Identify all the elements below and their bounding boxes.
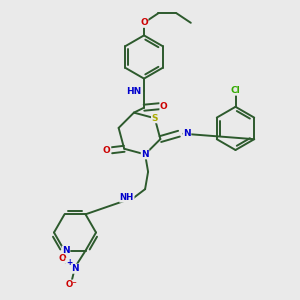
- Text: O: O: [58, 254, 66, 263]
- Text: +: +: [66, 258, 72, 267]
- Text: Cl: Cl: [231, 86, 240, 95]
- Text: S: S: [152, 114, 158, 123]
- Text: O: O: [103, 146, 111, 155]
- Text: HN: HN: [126, 87, 141, 96]
- Text: N: N: [71, 264, 79, 273]
- Text: O⁻: O⁻: [66, 280, 78, 289]
- Text: NH: NH: [120, 193, 134, 202]
- Text: O: O: [140, 18, 148, 27]
- Text: N: N: [183, 129, 191, 138]
- Text: N: N: [62, 246, 70, 255]
- Text: N: N: [141, 150, 149, 159]
- Text: O: O: [160, 102, 168, 111]
